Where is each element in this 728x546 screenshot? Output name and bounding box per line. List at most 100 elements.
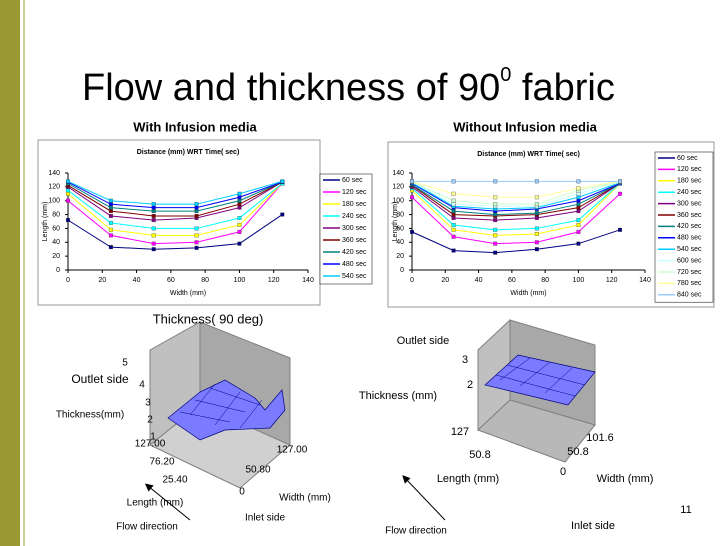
legend-label: 480 sec [342,261,367,268]
marker [66,188,70,193]
marker [151,214,156,218]
marker [493,241,498,246]
series-line [411,183,621,231]
series-line [411,182,621,212]
marker [108,214,113,218]
marker [66,191,70,196]
series-line [67,181,283,209]
marker [280,212,285,217]
marker [451,234,456,239]
figure-label: 2 [467,379,473,391]
figure-label: 2 [147,415,153,426]
series-line [411,183,621,236]
y-tick-label: 80 [52,211,60,218]
marker [410,195,414,200]
marker [451,227,456,232]
legend-label: 720 sec [677,269,702,276]
series-line [411,182,621,210]
marker [280,179,285,184]
surface-right [402,318,596,521]
legend-label: 120 sec [677,166,702,173]
marker [534,179,539,184]
figure-label: 3 [462,354,468,366]
marker [451,202,456,207]
marker [493,227,498,232]
left-heading: With Infusion media [133,119,257,134]
legend-label: 540 sec [677,246,702,253]
figure-label: Thickness(mm) [56,410,124,421]
y-axis-label: Length (mm) [392,202,399,242]
marker [151,233,156,238]
y-tick-label: 40 [52,239,60,246]
y-axis-label: Length (mm) [42,202,49,242]
marker [108,227,113,232]
marker [108,205,113,210]
figure-label: 5 [122,358,128,369]
y-tick-label: 120 [48,184,60,191]
marker [493,218,498,223]
figure-title: Thickness( 90 deg) [153,311,264,326]
marker [66,179,70,184]
legend-label: 180 sec [342,201,367,208]
y-tick-label: 140 [392,170,404,177]
marker [66,218,70,223]
y-tick-label: 40 [396,239,404,246]
x-tick-label: 40 [475,277,483,284]
marker [237,229,242,234]
marker [618,179,622,184]
marker [493,179,498,184]
x-axis-label: Width (mm) [510,290,546,297]
series-line [67,183,283,236]
legend-label: 840 sec [677,292,702,299]
legend-label: 240 sec [677,189,702,196]
marker [493,202,498,207]
marker [534,247,539,252]
marker [108,209,113,214]
y-tick-label: 20 [396,253,404,260]
chart-title: Distance (mm) WRT Time( sec) [137,149,240,156]
figure-label: Inlet side [245,513,285,524]
y-tick-label: 100 [392,198,404,205]
marker [451,223,456,227]
marker [194,233,199,238]
marker [618,191,622,196]
marker [151,241,156,246]
marker [237,241,242,246]
figure-label: Length (mm) [127,498,184,509]
figure-label: Inlet side [571,520,615,532]
y-tick-label: 100 [48,198,60,205]
marker [576,198,581,203]
marker [237,216,242,220]
marker [534,211,539,216]
marker [108,202,113,207]
marker [108,220,113,225]
x-tick-label: 140 [302,277,314,284]
y-tick-label: 140 [48,170,60,177]
x-tick-label: 40 [133,277,141,284]
legend-label: 300 sec [677,200,702,207]
legend-label: 780 sec [677,280,702,287]
marker [194,214,199,218]
series-line [411,193,621,245]
series-line [67,183,283,229]
legend-label: 180 sec [677,178,702,185]
x-tick-label: 0 [66,277,70,284]
x-tick-label: 120 [268,277,280,284]
series-line [411,180,621,198]
marker [151,202,156,207]
x-tick-label: 60 [167,277,175,284]
figure-label: Thickness (mm) [359,390,437,402]
marker [194,240,199,245]
legend-label: 360 sec [677,212,702,219]
right-heading: Without Infusion media [453,119,597,134]
figure-label: 0 [560,466,566,478]
y-tick-label: 20 [52,253,60,260]
x-tick-label: 140 [639,277,651,284]
slide-title: Flow and thickness of 900 fabric [82,64,615,109]
figure-label: 50.80 [245,465,270,476]
x-tick-label: 80 [201,277,209,284]
series-line [67,183,283,245]
series-line [67,180,283,205]
series-line [411,182,621,216]
